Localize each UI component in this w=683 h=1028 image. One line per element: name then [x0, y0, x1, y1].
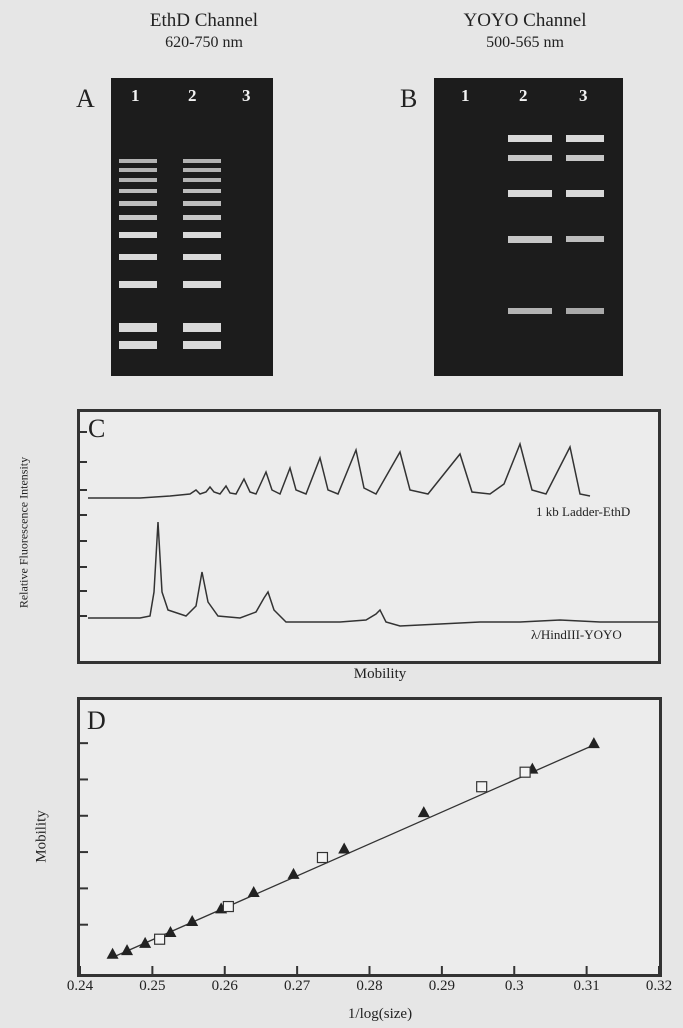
triangle-data-point — [247, 886, 260, 898]
gel-a-lane-2: 2 — [188, 86, 197, 105]
gel-a-lane-1: 1 — [131, 86, 140, 105]
x-tick-label: 0.29 — [428, 978, 455, 994]
square-data-point — [476, 781, 488, 793]
gel-image-a: 1 2 3 — [111, 78, 273, 376]
gel-b-lane-3: 3 — [579, 86, 588, 105]
square-data-point — [222, 900, 234, 913]
panel-letter-b: B — [400, 84, 418, 113]
yoyo-channel-title: YOYO Channel — [463, 10, 587, 31]
square-data-point — [519, 766, 531, 778]
x-tick-label: 0.31 — [573, 978, 600, 994]
panel-d-x-tick-labels: 0.24 0.25 0.26 0.27 0.28 0.29 0.3 0.31 0.32 — [67, 978, 672, 1000]
square-data-point — [154, 933, 166, 945]
gel-b-lane-2: 2 — [519, 86, 528, 105]
panel-letter-c: C — [88, 414, 106, 443]
gel-b-lane-1: 1 — [461, 86, 470, 105]
triangle-data-point — [287, 867, 300, 879]
ethd-channel-title: EthD Channel — [149, 10, 259, 31]
panel-c-y-axis-label: Relative Fluorescence Intensity — [16, 456, 31, 609]
ethd-channel-range: 620-750 nm — [165, 34, 243, 51]
triangle-data-point — [338, 842, 351, 854]
triangle-data-point — [106, 947, 119, 959]
panel-c-x-axis-label: Mobility — [353, 666, 407, 682]
panel-letter-d: D — [87, 706, 106, 735]
mobility-scatter-plot — [79, 737, 660, 974]
triangle-data-point — [139, 936, 152, 948]
square-data-point — [316, 851, 329, 864]
x-tick-label: 0.3 — [504, 978, 524, 994]
triangle-data-point — [417, 806, 430, 818]
hindiii-yoyo-trace-label: λ/HindIII-YOYO — [531, 627, 622, 642]
triangle-data-point — [186, 915, 199, 927]
electropherogram-panel: C 1 kb Ladder-EthD λ/HindIII-YOYO — [77, 409, 661, 664]
panel-d-y-axis-label: Mobility — [33, 810, 50, 863]
x-tick-label: 0.25 — [139, 978, 166, 994]
gel-a-lane-3: 3 — [242, 86, 251, 105]
triangle-data-point — [587, 737, 600, 749]
yoyo-channel-range: 500-565 nm — [486, 34, 564, 51]
gel-image-b: 1 2 3 — [434, 78, 623, 376]
gel-a-bands — [119, 159, 221, 349]
triangle-data-point — [164, 925, 177, 937]
triangle-data-point — [121, 944, 134, 956]
gel-b-bands — [508, 135, 604, 314]
electropherogram-traces — [80, 431, 658, 627]
panel-letter-a: A — [76, 84, 95, 113]
panel-d-x-axis-label: 1/log(size) — [347, 1006, 413, 1022]
x-tick-label: 0.24 — [66, 978, 94, 994]
ladder-ethd-trace-label: 1 kb Ladder-EthD — [536, 504, 631, 519]
x-tick-label: 0.27 — [284, 978, 311, 994]
x-tick-label: 0.28 — [356, 978, 383, 994]
x-tick-label: 0.26 — [211, 978, 238, 994]
x-tick-label: 0.32 — [645, 978, 673, 994]
